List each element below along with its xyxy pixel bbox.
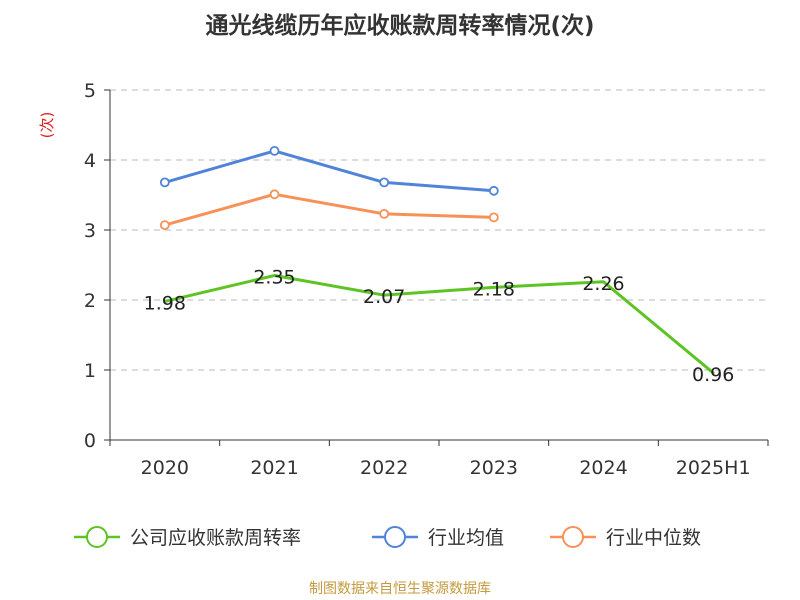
data-point: [269, 145, 280, 156]
series-line: [163, 192, 496, 227]
y-tick-label: 5: [84, 80, 96, 102]
x-tick-label: 2023: [470, 457, 518, 479]
data-point: [269, 189, 280, 200]
chart-title: 通光线缆历年应收账款周转率情况(次): [205, 13, 595, 39]
y-axis-label: (次): [38, 112, 56, 139]
data-label: 2.26: [582, 273, 624, 295]
data-label: 2.18: [473, 278, 515, 300]
axes: 0 1 2 3 4 5 2020 2021 2022 2023 2024 2025H1 (次): [38, 80, 769, 479]
data-label: 1.98: [144, 292, 186, 314]
data-point: [379, 177, 390, 188]
x-tick-label: 2025H1: [676, 457, 751, 479]
y-tick-label: 2: [84, 290, 96, 312]
legend-marker-icon: [86, 526, 108, 548]
legend-marker-icon: [562, 526, 584, 548]
series-line: [163, 274, 715, 375]
legend-item[interactable]: 行业均值: [372, 526, 504, 549]
x-tick-label: 2022: [360, 457, 408, 479]
data-label: 0.96: [692, 364, 734, 386]
y-tick-label: 0: [84, 430, 96, 452]
y-tick-label: 3: [84, 220, 96, 242]
x-tick-label: 2021: [250, 457, 298, 479]
data-labels: 1.98 2.35 2.07 2.18 2.26 0.96: [144, 267, 735, 386]
grid-lines: [110, 89, 768, 371]
data-point: [159, 177, 170, 188]
legend-item[interactable]: 行业中位数: [550, 526, 701, 549]
data-point: [159, 220, 170, 231]
legend-label: 公司应收账款周转率: [130, 527, 301, 549]
data-label: 2.35: [253, 267, 295, 289]
series-1: [159, 145, 499, 196]
data-point: [379, 208, 390, 219]
series-0: [163, 274, 715, 375]
y-tick-label: 1: [84, 360, 96, 382]
data-point: [488, 185, 499, 196]
series-2: [159, 189, 499, 231]
legend-marker-icon: [384, 526, 406, 548]
source-note: 制图数据来自恒生聚源数据库: [309, 581, 491, 597]
x-tick-label: 2020: [141, 457, 189, 479]
y-tick-label: 4: [84, 150, 96, 172]
legend-label: 行业均值: [428, 527, 504, 549]
legend-item[interactable]: 公司应收账款周转率: [74, 526, 301, 549]
legend-label: 行业中位数: [606, 527, 701, 549]
legend: 公司应收账款周转率 行业均值 行业中位数: [74, 526, 701, 549]
data-point: [488, 212, 499, 223]
data-label: 2.07: [363, 286, 405, 308]
series-line: [163, 149, 496, 193]
series-lines: [159, 145, 715, 375]
x-tick-label: 2024: [579, 457, 627, 479]
